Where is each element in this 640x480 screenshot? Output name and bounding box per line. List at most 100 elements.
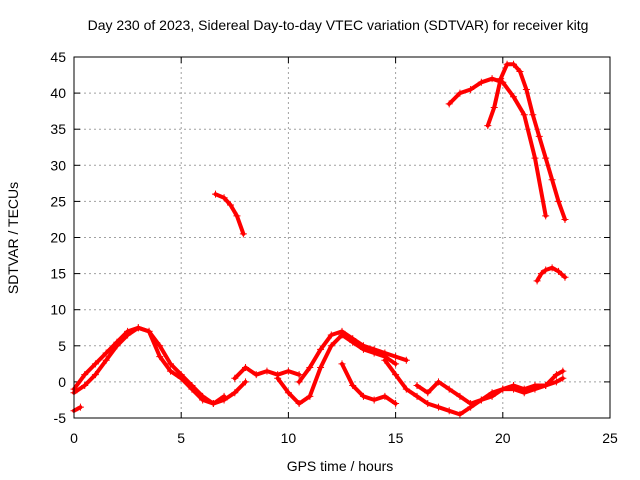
data-point-arc-11 [529, 111, 537, 119]
y-tick-label: 10 [50, 302, 66, 318]
x-axis-label: GPS time / hours [287, 458, 394, 474]
data-point-arc-9 [559, 367, 567, 375]
data-point-arc-8 [559, 374, 567, 382]
data-point-arc-6 [402, 356, 410, 364]
data-point-arc-1 [156, 353, 164, 361]
data-point-arc-5 [295, 400, 303, 408]
series-line-arc-9 [415, 369, 565, 406]
data-point-arc-11 [561, 215, 569, 223]
data-point-arc-10 [445, 100, 453, 108]
x-tick-label: 25 [602, 430, 618, 446]
series-line-arc-7 [340, 361, 398, 406]
grid [74, 57, 610, 418]
data-point-arc-8 [434, 403, 442, 411]
data-point-arc-7 [381, 392, 389, 400]
data-point-arc-9 [456, 392, 464, 400]
y-tick-label: 35 [50, 121, 66, 137]
x-tick-label: 20 [495, 430, 511, 446]
data-point-arc-6 [392, 353, 400, 361]
data-point-arc-8 [413, 392, 421, 400]
data-point-arc-3 [239, 230, 247, 238]
data-point-arc-2 [188, 382, 196, 390]
y-tick-label: 45 [50, 49, 66, 65]
data-point-arc-11 [522, 85, 530, 93]
data-point-arc-9 [510, 385, 518, 393]
data-point-arc-9 [445, 385, 453, 393]
y-tick-label: 0 [58, 374, 66, 390]
data-point-arc-11 [503, 60, 511, 68]
data-point-arc-1 [102, 349, 110, 357]
data-point-arc-8 [392, 371, 400, 379]
data-point-arc-6 [317, 345, 325, 353]
data-point-arc-12 [533, 277, 541, 285]
data-point-arc-5 [317, 363, 325, 371]
data-point-arc-11 [555, 197, 563, 205]
data-point-arc-11 [510, 60, 518, 68]
data-point-arc-9 [552, 371, 560, 379]
data-point-arc-5 [327, 342, 335, 350]
data-point-arc-1 [91, 360, 99, 368]
data-series [70, 60, 569, 418]
data-point-arc-2 [91, 371, 99, 379]
data-point-arc-6 [306, 363, 314, 371]
data-point-arc-2 [113, 342, 121, 350]
data-point-arc-12 [537, 270, 545, 278]
data-point-arc-4 [231, 374, 239, 382]
data-point-arc-3 [227, 201, 235, 209]
x-tick-label: 0 [70, 430, 78, 446]
series-line-arc-2 [72, 325, 248, 406]
data-point-arc-8 [381, 356, 389, 364]
data-point-arc-6 [349, 335, 357, 343]
data-point-arc-11 [484, 122, 492, 130]
data-point-arc-7 [338, 360, 346, 368]
data-point-arc-8 [445, 407, 453, 415]
data-point-arc-9 [520, 389, 528, 397]
data-point-arc-2 [102, 356, 110, 364]
y-axis-ticks: -5 0 5 10 15 20 25 30 35 40 45 [50, 49, 610, 426]
data-point-arc-4 [284, 367, 292, 375]
data-point-arc-8 [456, 410, 464, 418]
data-point-arc-10 [520, 111, 528, 119]
series-line-arc-1 [72, 325, 227, 406]
data-point-arc-2 [209, 400, 217, 408]
x-tick-label: 10 [281, 430, 297, 446]
chart-title: Day 230 of 2023, Sidereal Day-to-day VTE… [88, 17, 589, 33]
data-point-arc-2 [124, 331, 132, 339]
data-point-arc-6 [338, 327, 346, 335]
data-point-arc-10 [477, 78, 485, 86]
data-point-arc-12 [542, 266, 550, 274]
data-point-arc-6 [381, 349, 389, 357]
series-line-arc-13 [72, 405, 83, 413]
data-point-arc-6 [359, 342, 367, 350]
data-point-arc-2 [166, 360, 174, 368]
data-point-arc-7 [349, 382, 357, 390]
y-axis-label: SDTVAR / TECUs [5, 182, 21, 294]
data-point-arc-10 [531, 154, 539, 162]
y-tick-label: 25 [50, 193, 66, 209]
data-point-arc-7 [370, 396, 378, 404]
data-point-arc-9 [434, 378, 442, 386]
data-point-arc-8 [402, 385, 410, 393]
series-line-arc-12 [535, 265, 567, 283]
data-point-arc-2 [156, 342, 164, 350]
data-point-arc-10 [542, 212, 550, 220]
data-point-arc-11 [490, 104, 498, 112]
data-point-arc-4 [263, 367, 271, 375]
data-point-arc-9 [531, 385, 539, 393]
data-point-arc-11 [497, 75, 505, 83]
data-point-arc-2 [81, 382, 89, 390]
data-point-arc-4 [252, 371, 260, 379]
data-point-arc-9 [477, 396, 485, 404]
data-point-arc-9 [424, 389, 432, 397]
data-point-arc-11 [516, 67, 524, 75]
data-point-arc-10 [456, 89, 464, 97]
data-point-arc-2 [242, 378, 250, 386]
data-point-arc-1 [81, 371, 89, 379]
plot-frame [73, 56, 611, 419]
data-point-arc-2 [177, 371, 185, 379]
data-point-arc-6 [327, 331, 335, 339]
y-tick-label: 15 [50, 266, 66, 282]
data-point-arc-3 [212, 190, 220, 198]
data-point-arc-1 [166, 367, 174, 375]
